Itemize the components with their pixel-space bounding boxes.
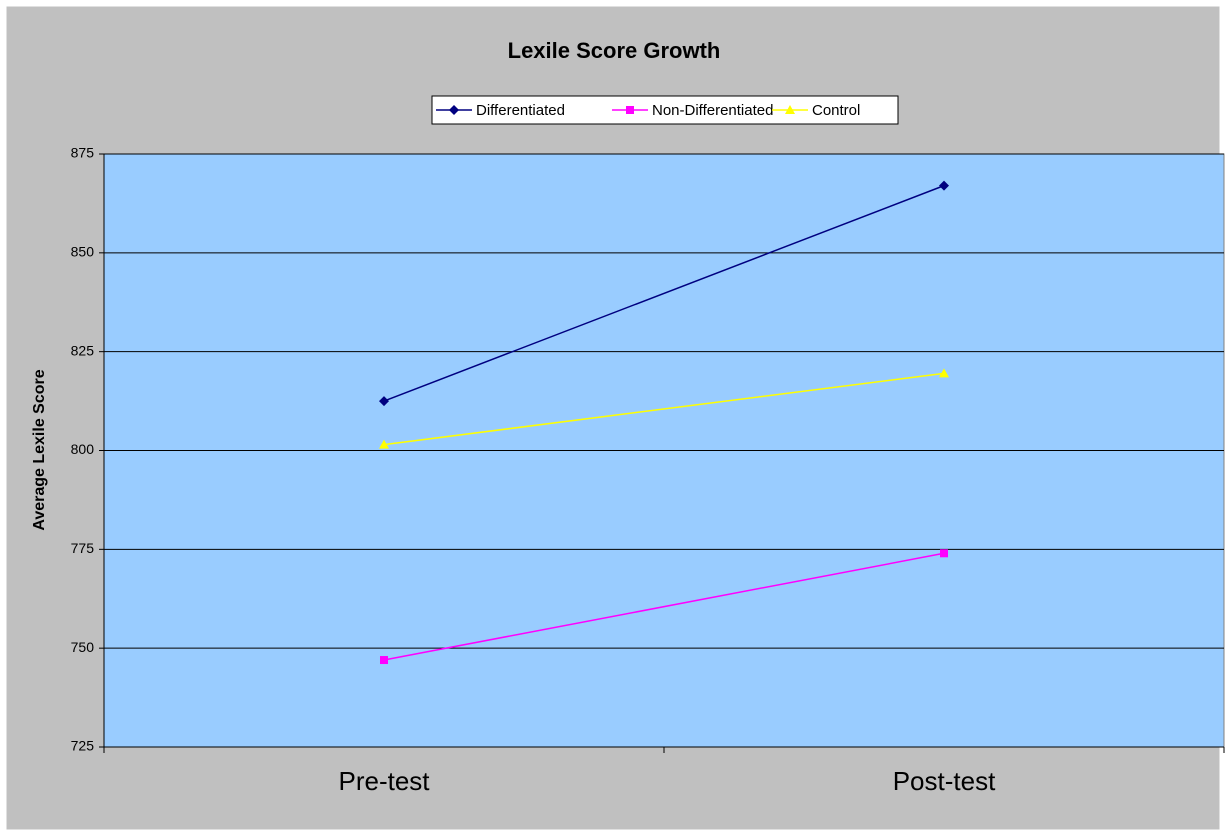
data-point	[939, 368, 949, 378]
data-point	[939, 180, 949, 191]
y-tick-label: 750	[71, 639, 95, 655]
series-line	[383, 184, 945, 402]
series-line	[383, 552, 945, 661]
legend-marker	[449, 105, 459, 115]
series-line	[383, 372, 945, 446]
x-tick-label: Post-test	[893, 766, 996, 796]
y-tick-label: 725	[71, 738, 95, 754]
legend-box	[431, 95, 899, 125]
data-point	[379, 439, 389, 449]
legend-label: Non-Differentiated	[652, 102, 773, 119]
y-tick-label: 775	[71, 540, 95, 556]
data-point	[379, 396, 389, 407]
x-tick-label: Pre-test	[338, 766, 430, 796]
y-axis-label: Average Lexile Score	[31, 369, 48, 530]
data-point	[380, 656, 388, 665]
data-point	[940, 549, 948, 558]
y-tick-label: 850	[71, 244, 95, 260]
legend-label: Control	[812, 102, 860, 119]
y-tick-label: 875	[71, 145, 95, 161]
legend-marker	[785, 105, 795, 114]
legend-marker	[626, 106, 634, 114]
legend-label: Differentiated	[476, 102, 565, 119]
chart-title: Lexile Score Growth	[508, 38, 721, 63]
y-tick-label: 825	[71, 342, 95, 358]
y-tick-label: 800	[71, 441, 95, 457]
